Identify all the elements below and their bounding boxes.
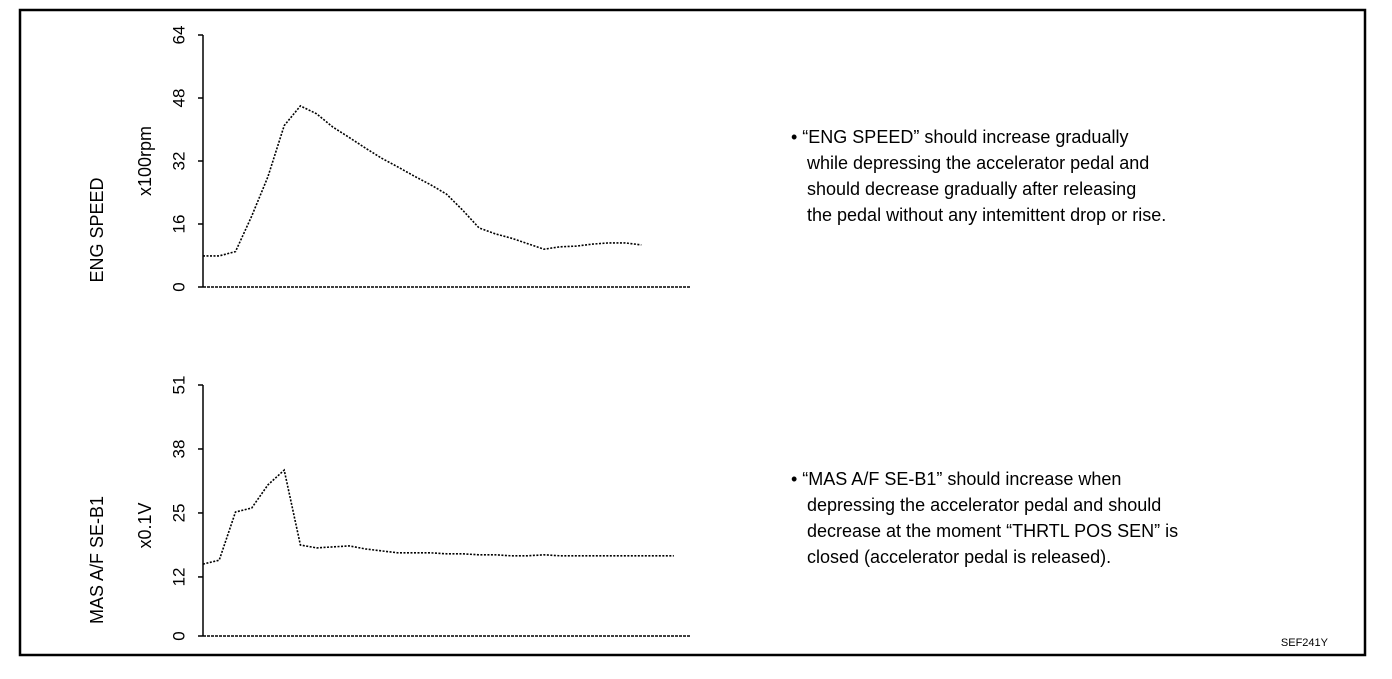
y-tick-label: 32 [169,152,188,171]
y-tick-label: 0 [169,282,188,291]
note-line: • “MAS A/F SE-B1” should increase when [791,469,1121,489]
y-tick-label: 38 [169,440,188,459]
frame [18,8,1367,657]
y-tick-label: 0 [169,631,188,640]
note-line: depressing the accelerator pedal and sho… [807,495,1161,515]
y-tick-label: 16 [169,215,188,234]
note-line: • “ENG SPEED” should increase gradually [791,127,1128,147]
note-line: decrease at the moment “THRTL POS SEN” i… [807,521,1178,541]
signal-name: MAS A/F SE-B1 [87,496,107,624]
data-line [202,468,674,565]
y-axis-unit: x0.1V [135,502,155,548]
note-line: closed (accelerator pedal is released). [807,547,1111,567]
data-line [203,104,642,257]
y-tick-label: 64 [169,26,188,45]
y-tick-label: 48 [169,89,188,108]
y-tick-label: 25 [169,503,188,522]
figure-id: SEF241Y [1281,637,1329,649]
y-tick-label: 51 [169,376,188,395]
note-line: should decrease gradually after releasin… [807,179,1136,199]
signal-name: ENG SPEED [87,177,107,282]
y-tick-label: 12 [169,567,188,586]
y-axis-unit: x100rpm [135,126,155,196]
note-line: the pedal without any intemittent drop o… [807,205,1166,225]
note-line: while depressing the accelerator pedal a… [806,153,1149,173]
